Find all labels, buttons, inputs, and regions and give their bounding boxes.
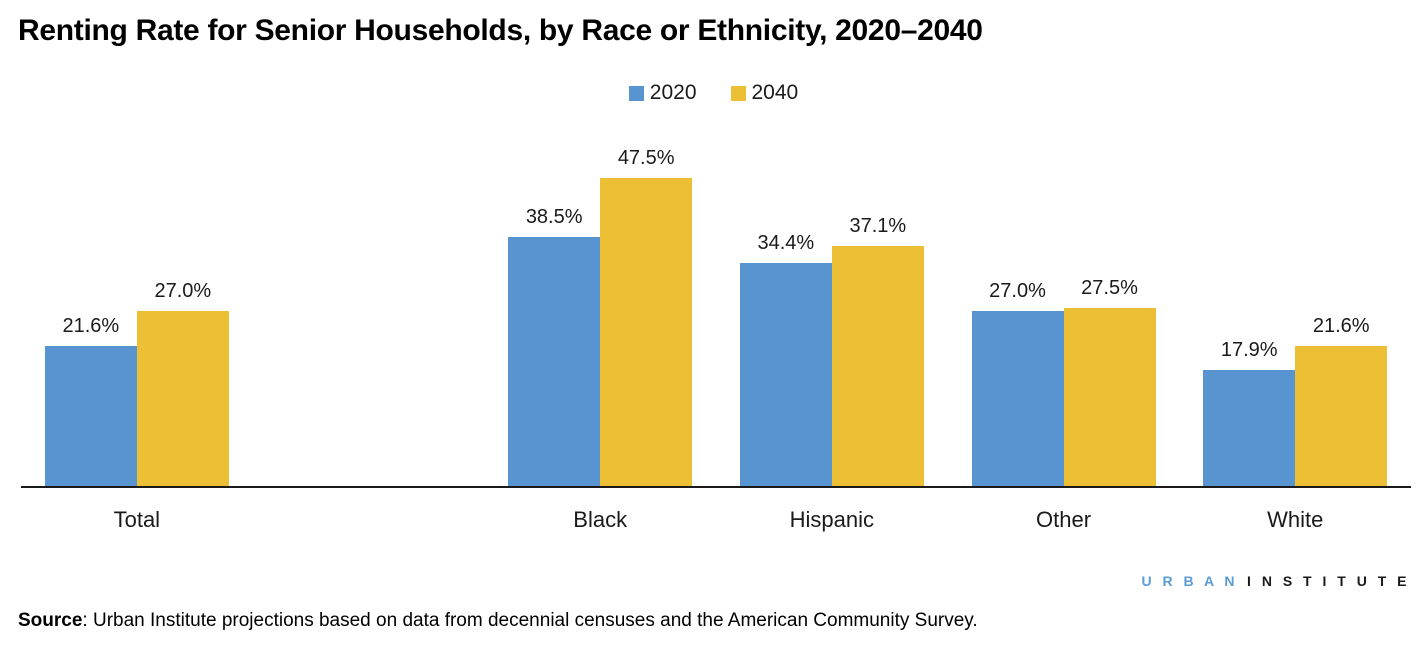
legend: 2020 2040 — [0, 81, 1427, 105]
value-label: 38.5% — [525, 205, 583, 228]
bar-2020 — [739, 263, 832, 486]
value-label: 34.4% — [757, 232, 815, 255]
source-note: Source: Urban Institute projections base… — [18, 610, 1427, 632]
bar-2040 — [831, 245, 924, 486]
empty-slot — [253, 140, 485, 486]
category-label: Black — [573, 507, 628, 532]
plot-area: 21.6% 27.0% 38.5% 47.5% 34.4% 37.1% 27.0% 27.5%… — [21, 140, 1411, 488]
bar-pair: 17.9% 21.6% — [1203, 315, 1388, 486]
bar-group-black: 38.5% 47.5% — [484, 140, 716, 486]
value-label: 21.6% — [62, 315, 120, 338]
chart-title: Renting Rate for Senior Households, by R… — [18, 14, 983, 47]
bar-pair: 34.4% 37.1% — [739, 214, 924, 486]
category-label: White — [1267, 507, 1324, 532]
value-label: 27.0% — [989, 280, 1046, 303]
bar-pair: 27.0% 27.5% — [971, 276, 1156, 486]
category-label: Total — [113, 507, 161, 532]
value-label: 21.6% — [1312, 315, 1370, 338]
bar-pair: 21.6% 27.0% — [44, 280, 229, 486]
bar-2040 — [136, 311, 229, 486]
bar-2020 — [44, 346, 137, 486]
bar-2040 — [1063, 307, 1156, 486]
value-label: 27.5% — [1081, 276, 1138, 299]
bar-column: 27.0% — [136, 280, 229, 486]
bar-2040 — [600, 178, 693, 486]
bar-column: 34.4% — [739, 232, 832, 486]
bar-column: 38.5% — [508, 205, 601, 486]
bar-column: 37.1% — [831, 214, 924, 486]
logo-urban-text: U R B A N — [1141, 573, 1239, 589]
logo-institute-text: I N S T I T U T E — [1247, 573, 1410, 589]
legend-item-2020: 2020 — [628, 81, 697, 105]
value-label: 37.1% — [849, 214, 907, 237]
value-label: 47.5% — [617, 147, 675, 170]
bar-group-other: 27.0% 27.5% — [948, 140, 1180, 486]
legend-label-2040: 2040 — [751, 81, 799, 104]
bar-column: 17.9% — [1203, 339, 1296, 486]
legend-item-2040: 2040 — [730, 81, 799, 105]
bar-group-hispanic: 34.4% 37.1% — [716, 140, 948, 486]
bar-column: 27.5% — [1063, 276, 1156, 486]
bar-2020 — [508, 236, 601, 486]
bar-column: 27.0% — [971, 280, 1064, 486]
value-label: 17.9% — [1220, 339, 1278, 362]
legend-swatch-2040-icon — [730, 85, 746, 101]
bar-pair: 38.5% 47.5% — [508, 147, 693, 486]
source-label: Source — [18, 610, 83, 631]
legend-swatch-2020-icon — [628, 85, 644, 101]
value-label: 27.0% — [154, 280, 212, 303]
source-text: : Urban Institute projections based on d… — [82, 610, 978, 631]
legend-label-2020: 2020 — [649, 81, 697, 104]
bar-column: 47.5% — [600, 147, 693, 486]
category-axis: Total Black Hispanic Other White — [21, 488, 1411, 533]
bar-2020 — [1203, 370, 1296, 486]
category-label-empty — [253, 507, 485, 533]
bar-column: 21.6% — [1295, 315, 1388, 486]
bar-column: 21.6% — [44, 315, 137, 486]
bar-group-total: 21.6% 27.0% — [21, 140, 253, 486]
bar-group-white: 17.9% 21.6% — [1179, 140, 1411, 486]
bar-2040 — [1295, 346, 1388, 486]
category-label: Hispanic — [789, 507, 875, 532]
bar-2020 — [971, 311, 1064, 486]
category-label: Other — [1036, 507, 1092, 532]
